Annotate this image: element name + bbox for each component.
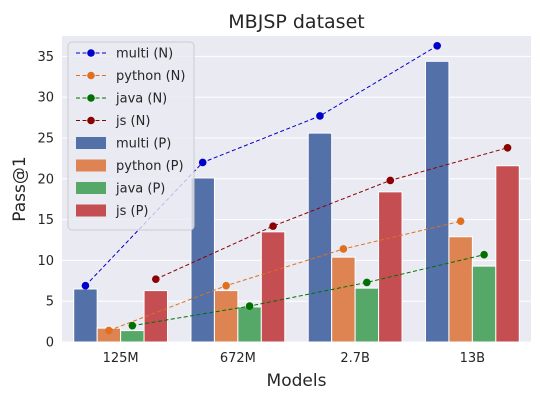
chart-title: MBJSP dataset	[228, 11, 364, 33]
legend-marker-js-n	[87, 116, 95, 125]
y-tick-label: 10	[37, 254, 54, 269]
legend-swatch-multi-p	[76, 137, 106, 149]
legend-swatch-python-p	[76, 159, 106, 172]
bar-multi-p	[190, 177, 215, 343]
point-java-n	[480, 250, 488, 259]
line-js-n	[155, 147, 508, 280]
legend-label-multi-p: multi (P)	[116, 137, 171, 152]
point-js-n	[386, 176, 395, 185]
bar-js-p	[143, 290, 169, 343]
y-tick-labels: 0 5 10 15 20 25 30 35	[37, 50, 54, 351]
point-multi-n	[198, 158, 207, 167]
legend-label-js-p: js (P)	[115, 204, 149, 219]
legend-marker-python-n	[87, 71, 95, 80]
y-axis-label: Pass@1	[10, 156, 30, 221]
bar-multi-p	[424, 60, 450, 343]
bar-python-p	[213, 290, 239, 343]
y-tick-label: 30	[37, 91, 54, 106]
point-java-n	[363, 278, 371, 287]
point-java-n	[128, 321, 137, 330]
bar-python-p	[331, 256, 356, 343]
bar-js-p	[495, 165, 520, 343]
point-multi-n	[316, 112, 324, 120]
bar-multi-p	[73, 288, 98, 343]
x-tick-label: 2.7B	[340, 351, 370, 366]
y-tick-label: 0	[46, 336, 54, 351]
point-python-n	[456, 217, 465, 226]
x-tick-labels: 125M 672M 2.7B 13B	[103, 351, 486, 366]
x-tick-label: 125M	[103, 351, 139, 366]
legend-swatch-js-p	[76, 204, 106, 217]
point-js-n	[269, 222, 277, 230]
legend-label-python-n: python (N)	[116, 69, 185, 84]
x-tick-label: 672M	[220, 351, 256, 366]
legend-label-multi-n: multi (N)	[116, 47, 173, 62]
y-tick-label: 25	[37, 132, 54, 147]
x-axis-label: Models	[267, 371, 327, 391]
y-tick-label: 15	[37, 213, 54, 228]
point-java-n	[245, 302, 254, 310]
legend-label-java-n: java (N)	[115, 92, 167, 107]
bar-multi-p	[307, 132, 333, 343]
lines	[81, 41, 512, 335]
x-tick-label: 13B	[460, 351, 485, 366]
bar-js-p	[378, 191, 403, 343]
bar-java-p	[354, 287, 380, 343]
legend-marker-multi-n	[87, 49, 95, 57]
y-tick-label: 35	[37, 50, 54, 65]
line-java-n	[132, 254, 485, 327]
bar-java-p	[471, 265, 497, 343]
legend-marker-java-n	[87, 94, 95, 102]
bars	[73, 60, 520, 343]
y-tick-label: 5	[46, 295, 54, 310]
point-multi-n	[81, 281, 90, 290]
bar-java-p	[120, 330, 145, 343]
point-python-n	[339, 245, 348, 253]
y-tick-label: 20	[37, 172, 54, 187]
legend-label-js-n: js (N)	[115, 114, 150, 129]
legend-swatch-java-p	[76, 182, 106, 194]
line-python-n	[108, 220, 461, 332]
legend: multi (N) python (N) java (N) js (N) multi (…	[67, 41, 195, 231]
bar-python-p	[448, 236, 473, 343]
point-js-n	[152, 275, 160, 283]
legend-label-java-p: java (P)	[115, 182, 165, 197]
point-python-n	[105, 326, 113, 335]
bar-js-p	[260, 231, 286, 343]
bar-java-p	[237, 306, 262, 343]
point-multi-n	[433, 41, 442, 50]
point-js-n	[503, 143, 512, 152]
point-python-n	[222, 281, 230, 290]
legend-label-python-p: python (P)	[116, 159, 184, 174]
